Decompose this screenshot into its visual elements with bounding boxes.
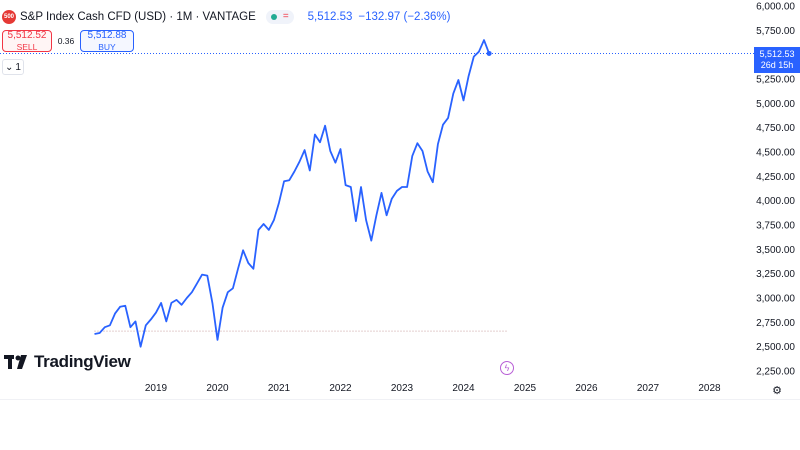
last-price: 5,512.53	[307, 11, 353, 23]
sell-button[interactable]: 5,512.52 SELL	[2, 30, 52, 52]
y-tick-label: 5,000.00	[756, 99, 795, 110]
y-tick-label: 3,000.00	[756, 294, 795, 305]
chevron-down-icon: ⌄	[5, 61, 14, 73]
sell-price: 5,512.52	[7, 29, 47, 41]
x-tick-label: 2025	[514, 383, 537, 394]
x-tick-label: 2022	[329, 383, 352, 394]
x-tick-label: 2027	[637, 383, 660, 394]
y-tick-label: 3,250.00	[756, 269, 795, 280]
buy-button[interactable]: 5,512.88 BUY	[80, 30, 134, 52]
y-tick-label: 3,750.00	[756, 221, 795, 232]
y-tick-label: 2,500.00	[756, 342, 795, 353]
y-tick-label: 5,250.00	[756, 75, 795, 86]
y-tick-label: 4,250.00	[756, 172, 795, 183]
brand-name: TradingView	[34, 352, 131, 371]
spread-value: 0.36	[57, 36, 75, 46]
x-tick-label: 2023	[391, 383, 414, 394]
y-tick-label: 2,750.00	[756, 318, 795, 329]
price-change: −132.97 (−2.36%)	[358, 11, 451, 23]
current-price-tag: 5,512.53 26d 15h	[754, 47, 800, 73]
market-open-dot-icon	[270, 14, 277, 20]
gear-icon[interactable]: ⚙	[772, 384, 782, 397]
buy-label: BUY	[98, 41, 116, 52]
y-tick-label: 4,000.00	[756, 196, 795, 207]
bar-countdown: 26d 15h	[760, 60, 794, 70]
y-tick-label: 6,000.00	[756, 2, 795, 13]
x-tick-label: 2024	[452, 383, 475, 394]
symbol-logo-icon[interactable]: 500	[2, 10, 16, 24]
price-chart[interactable]: 2,250.00 2,500.00 2,750.00 3,000.00 3,250.00…	[0, 0, 800, 400]
indicators-collapse-button[interactable]: ⌄ 1	[2, 59, 24, 75]
chart-header: 500 S&P Index Cash CFD (USD) · 1M · VANT…	[0, 6, 451, 28]
last-point-marker	[486, 50, 492, 56]
buy-price: 5,512.88	[87, 29, 127, 41]
trade-panel: 5,512.52 SELL 0.36 5,512.88 BUY	[2, 30, 134, 52]
y-tick-label: 2,250.00	[756, 367, 795, 378]
y-tick-label: 4,500.00	[756, 148, 795, 159]
sell-label: SELL	[16, 41, 38, 52]
y-tick-label: 3,500.00	[756, 245, 795, 256]
tradingview-logo[interactable]: TradingView	[4, 352, 131, 372]
market-status[interactable]: =	[265, 10, 294, 24]
y-tick-label: 5,750.00	[756, 26, 795, 37]
x-tick-label: 2019	[145, 383, 168, 394]
equals-icon: =	[282, 11, 289, 22]
current-price-value: 5,512.53	[759, 49, 795, 59]
x-tick-label: 2028	[698, 383, 721, 394]
x-tick-label: 2021	[268, 383, 291, 394]
series-layer	[94, 39, 492, 348]
x-tick-label: 2020	[206, 383, 229, 394]
price-series-line	[94, 39, 490, 348]
indicator-count: 1	[15, 61, 21, 73]
chart-title[interactable]: S&P Index Cash CFD (USD) · 1M · VANTAGE	[20, 11, 256, 23]
time-axis[interactable]: 2019 2020 2021 2022 2023 2024 2025 2026 2027 2028	[145, 383, 721, 394]
lightning-icon[interactable]: ϟ	[500, 361, 514, 375]
x-tick-label: 2026	[575, 383, 598, 394]
y-tick-label: 4,750.00	[756, 123, 795, 134]
tradingview-logo-icon	[4, 355, 27, 369]
